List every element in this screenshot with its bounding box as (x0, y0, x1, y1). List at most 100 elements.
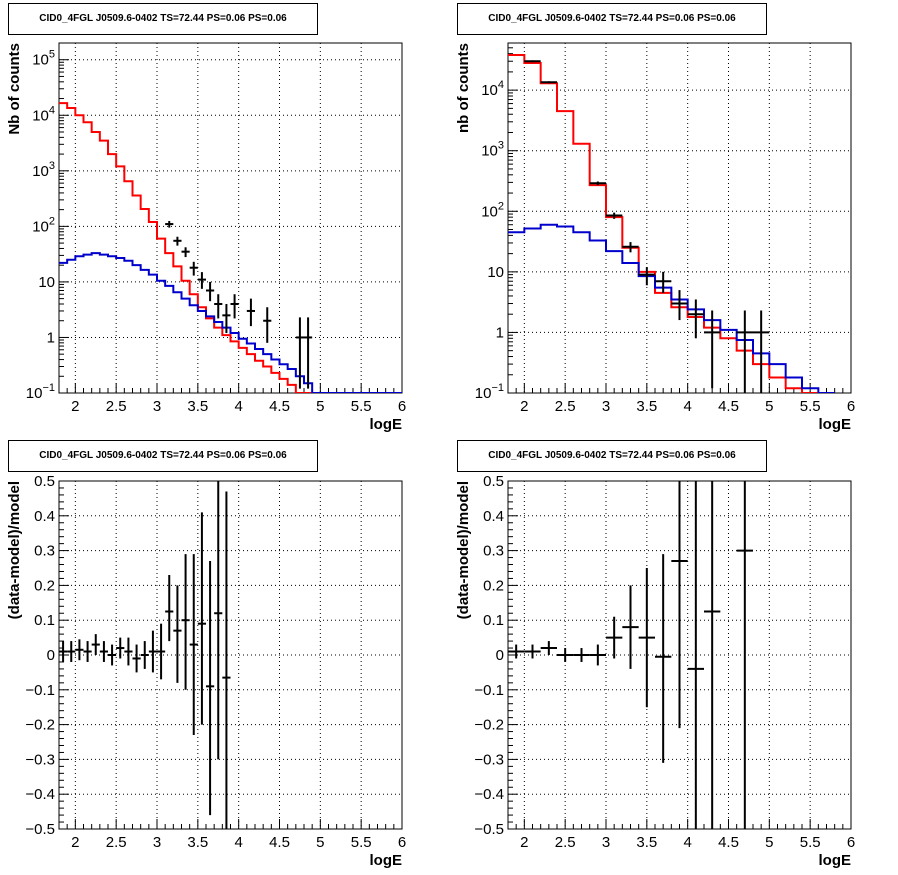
data-point (589, 181, 606, 186)
x-tick-label: 5 (316, 398, 324, 415)
x-tick-label: 3.5 (187, 398, 208, 415)
y-tick-label: 1 (47, 329, 55, 346)
data-point (655, 554, 672, 763)
y-tick-label: 0.3 (34, 543, 55, 560)
data-point (214, 481, 223, 760)
data-point (132, 644, 141, 673)
data-point (173, 585, 182, 683)
y-axis-label: nb of counts (455, 43, 472, 133)
x-tick-label: 4.5 (718, 834, 739, 851)
x-tick-label: 2 (520, 398, 528, 415)
plot-area (59, 102, 402, 393)
x-tick-label: 3.5 (187, 834, 208, 851)
data-point (753, 310, 770, 393)
x-tick-label: 2 (71, 398, 79, 415)
x-tick-label: 6 (847, 834, 855, 851)
data-point (557, 648, 574, 662)
y-tick-label: 0.2 (34, 577, 55, 594)
data-point (638, 568, 655, 708)
data-point (704, 310, 721, 389)
data-point (736, 310, 753, 393)
y-tick-label: −0.2 (25, 717, 55, 734)
data-point (124, 637, 133, 666)
chart-title: CID0_4FGL J0509.6-0402 TS=72.44 PS=0.06 … (457, 3, 767, 35)
y-tick-label: 10 (38, 274, 55, 291)
data-point (263, 307, 272, 343)
x-tick-label: 6 (398, 834, 406, 851)
x-tick-label: 4 (683, 398, 691, 415)
residual-left-panel: 2 2.5 3 3.5 4 4.5 5 5.5 6 −0.5 −0.4 −0.3 −0.2 −0.1 0 0.… (6, 473, 406, 869)
y-tick-label: 0 (47, 647, 55, 664)
data-point (206, 281, 215, 302)
data-point (540, 641, 557, 655)
x-tick-label: 6 (847, 398, 855, 415)
model-source-histogram (508, 223, 835, 393)
y-tick-label: 102 (481, 200, 504, 220)
x-tick-label: 5.5 (800, 834, 821, 851)
x-tick-label: 2.5 (555, 834, 576, 851)
data-point (116, 637, 125, 659)
data-point (295, 317, 304, 389)
x-tick-label: 2 (71, 834, 79, 851)
data-point (75, 639, 84, 661)
data-point (181, 247, 190, 258)
y-tick-label: 10 (487, 264, 504, 281)
data-point (573, 648, 590, 662)
data-point (687, 299, 704, 339)
residual-right-panel: 2 2.5 3 3.5 4 4.5 5 5.5 6 −0.5 −0.4 −0.3 −0.2 −0.1 0 0.… (455, 473, 855, 869)
y-tick-label: 105 (32, 49, 55, 69)
x-axis-label: logE (370, 416, 403, 433)
x-tick-label: 6 (398, 398, 406, 415)
data-point (524, 644, 541, 659)
y-tick-label: 0.2 (483, 577, 504, 594)
data-point (524, 60, 541, 63)
x-tick-label: 2 (520, 834, 528, 851)
data-point (59, 641, 68, 662)
x-axis-label: logE (819, 416, 852, 433)
data-point (173, 236, 182, 246)
data-point (91, 634, 100, 655)
x-tick-label: 5.5 (351, 834, 372, 851)
data-point (108, 644, 117, 666)
data-point (606, 616, 623, 659)
y-tick-label: −0.4 (474, 786, 504, 803)
x-tick-label: 3.5 (636, 398, 657, 415)
data-point (148, 630, 157, 673)
x-tick-label: 3 (602, 834, 610, 851)
x-tick-label: 5 (765, 834, 773, 851)
y-tick-label: 10−1 (475, 382, 504, 402)
y-tick-label: 103 (32, 160, 55, 180)
y-tick-label: −0.1 (25, 682, 55, 699)
x-tick-label: 4 (683, 834, 691, 851)
y-tick-label: −0.3 (474, 751, 504, 768)
data-point (222, 304, 231, 334)
data-point (197, 272, 206, 289)
y-tick-label: −0.2 (474, 717, 504, 734)
y-tick-label: 0.5 (34, 473, 55, 490)
data-point (140, 641, 149, 669)
data-point (230, 294, 239, 319)
chart-title: CID0_4FGL J0509.6-0402 TS=72.44 PS=0.06 … (8, 440, 318, 472)
y-tick-label: 0.1 (34, 612, 55, 629)
model-source-histogram (59, 252, 402, 393)
data-point (687, 481, 704, 829)
y-tick-label: 103 (481, 140, 504, 160)
x-tick-label: 5.5 (351, 398, 372, 415)
data-point (622, 242, 639, 253)
plot-area (508, 481, 753, 829)
y-tick-label: 104 (32, 104, 55, 124)
x-tick-label: 4.5 (269, 398, 290, 415)
data-point (736, 481, 753, 829)
data-point (671, 481, 688, 729)
data-point (606, 212, 623, 219)
data-point (189, 261, 198, 276)
data-point (99, 641, 108, 662)
data-point (222, 491, 231, 829)
data-point (671, 290, 688, 321)
y-tick-label: −0.4 (25, 786, 55, 803)
y-tick-label: 0.1 (483, 612, 504, 629)
data-point (304, 317, 313, 389)
data-point (622, 585, 639, 669)
plot-area (508, 54, 835, 393)
